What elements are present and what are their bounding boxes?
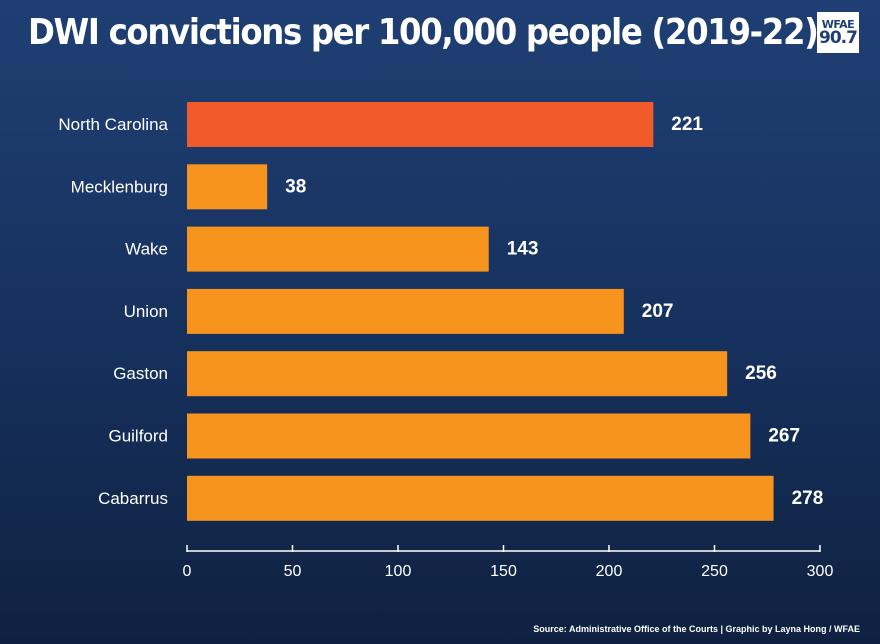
x-tick-label-150: 150 [490,563,517,580]
value-label-gaston: 256 [745,363,777,384]
x-tick-label-50: 50 [284,563,302,580]
chart-title: DWI convictions per 100,000 people (2019… [28,12,819,53]
value-label-wake: 143 [507,239,539,260]
value-label-union: 207 [642,301,674,322]
x-tick-label-0: 0 [183,563,192,580]
bar-north-carolina [187,102,654,147]
category-label-cabarrus: Cabarrus [98,489,168,508]
bar-gaston [187,351,728,397]
x-tick-label-250: 250 [701,563,728,580]
source-credit: Source: Administrative Office of the Cou… [533,624,860,634]
value-label-mecklenburg: 38 [285,176,306,197]
bar-cabarrus [187,475,774,521]
bar-mecklenburg [187,164,268,210]
bar-guilford [187,413,751,459]
logo-line-1: WFAE [821,17,855,31]
logo-line-2: 90.7 [819,27,858,48]
x-tick-label-200: 200 [596,563,623,580]
x-tick-label-300: 300 [807,563,834,580]
category-label-guilford: Guilford [108,427,168,446]
bar-union [187,288,624,334]
category-label-union: Union [124,302,168,321]
category-label-mecklenburg: Mecklenburg [71,177,168,196]
wfae-logo: WFAE 90.7 [817,12,859,53]
category-label-north-carolina: North Carolina [58,115,168,134]
x-tick-label-100: 100 [385,563,412,580]
bar-wake [187,226,489,272]
value-label-north-carolina: 221 [671,114,703,135]
category-label-gaston: Gaston [113,364,168,383]
value-label-cabarrus: 278 [792,488,824,509]
category-label-wake: Wake [125,240,168,259]
value-label-guilford: 267 [768,426,800,447]
